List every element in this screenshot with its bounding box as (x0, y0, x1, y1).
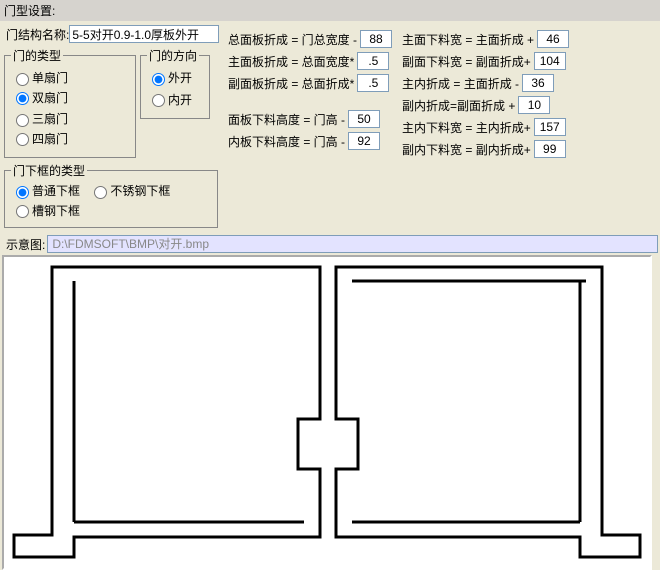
diagram-viewer[interactable] (2, 255, 652, 570)
param-row: 副面下料宽 = 副面折成+ (402, 51, 569, 71)
param-input[interactable] (348, 132, 380, 150)
param-input[interactable] (534, 52, 566, 70)
frame-type-group: 门下框的类型 普通下框 不锈钢下框 槽钢下框 (4, 162, 218, 228)
param-row: 主内折成 = 主面折成 - (402, 73, 569, 93)
diagram-region: 示意图: D:\FDMSOFT\BMP\对开.bmp (2, 234, 658, 570)
door-type-triple[interactable]: 三扇门 (11, 110, 68, 127)
settings-area: 门结构名称: 门的类型 单扇门 双扇门 三扇门 四扇门 门的方向 (0, 21, 660, 232)
param-row: 主面下料宽 = 主面折成 + (402, 29, 569, 49)
param-input[interactable] (357, 52, 389, 70)
param-input[interactable] (534, 118, 566, 136)
door-type-quad[interactable]: 四扇门 (11, 130, 68, 147)
param-input[interactable] (522, 74, 554, 92)
param-row: 副内折成=副面折成 + (402, 95, 569, 115)
param-input[interactable] (360, 30, 392, 48)
structure-name-input[interactable] (69, 25, 219, 43)
door-diagram-svg (4, 257, 644, 567)
param-row: 主面板折成 = 总面宽度* (228, 51, 392, 71)
frame-channel[interactable]: 槽钢下框 (11, 202, 80, 219)
param-row: 副面板折成 = 总面折成* (228, 73, 392, 93)
param-row: 内板下料高度 = 门高 - (228, 131, 392, 151)
panel-title: 门型设置: (0, 0, 660, 21)
frame-stainless[interactable]: 不锈钢下框 (89, 182, 170, 199)
diagram-path-input[interactable]: D:\FDMSOFT\BMP\对开.bmp (47, 235, 658, 253)
param-input[interactable] (348, 110, 380, 128)
door-type-legend: 门的类型 (11, 47, 63, 64)
structure-name-label: 门结构名称: (6, 26, 69, 43)
diagram-label: 示意图: (6, 236, 45, 253)
params-middle: 总面板折成 = 门总宽度 - 主面板折成 = 总面宽度* 副面板折成 = 总面折… (226, 23, 394, 157)
param-input[interactable] (534, 140, 566, 158)
door-type-double[interactable]: 双扇门 (11, 89, 68, 106)
frame-type-legend: 门下框的类型 (11, 162, 87, 179)
param-input[interactable] (357, 74, 389, 92)
door-direction-group: 门的方向 外开 内开 (140, 47, 210, 119)
param-row: 主内下料宽 = 主内折成+ (402, 117, 569, 137)
frame-normal[interactable]: 普通下框 (11, 182, 80, 199)
door-direction-legend: 门的方向 (147, 47, 199, 64)
door-type-group: 门的类型 单扇门 双扇门 三扇门 四扇门 (4, 47, 136, 158)
door-settings-panel: 门型设置: 门结构名称: 门的类型 单扇门 双扇门 三扇门 四扇门 (0, 0, 660, 570)
left-controls: 门结构名称: 门的类型 单扇门 双扇门 三扇门 四扇门 门的方向 (2, 23, 220, 230)
param-row: 副内下料宽 = 副内折成+ (402, 139, 569, 159)
param-input[interactable] (518, 96, 550, 114)
door-type-single[interactable]: 单扇门 (11, 69, 68, 86)
param-row: 总面板折成 = 门总宽度 - (228, 29, 392, 49)
direction-out[interactable]: 外开 (147, 69, 192, 86)
param-row: 面板下料高度 = 门高 - (228, 109, 392, 129)
param-input[interactable] (537, 30, 569, 48)
direction-in[interactable]: 内开 (147, 91, 192, 108)
params-right: 主面下料宽 = 主面折成 + 副面下料宽 = 副面折成+ 主内折成 = 主面折成… (400, 23, 571, 165)
